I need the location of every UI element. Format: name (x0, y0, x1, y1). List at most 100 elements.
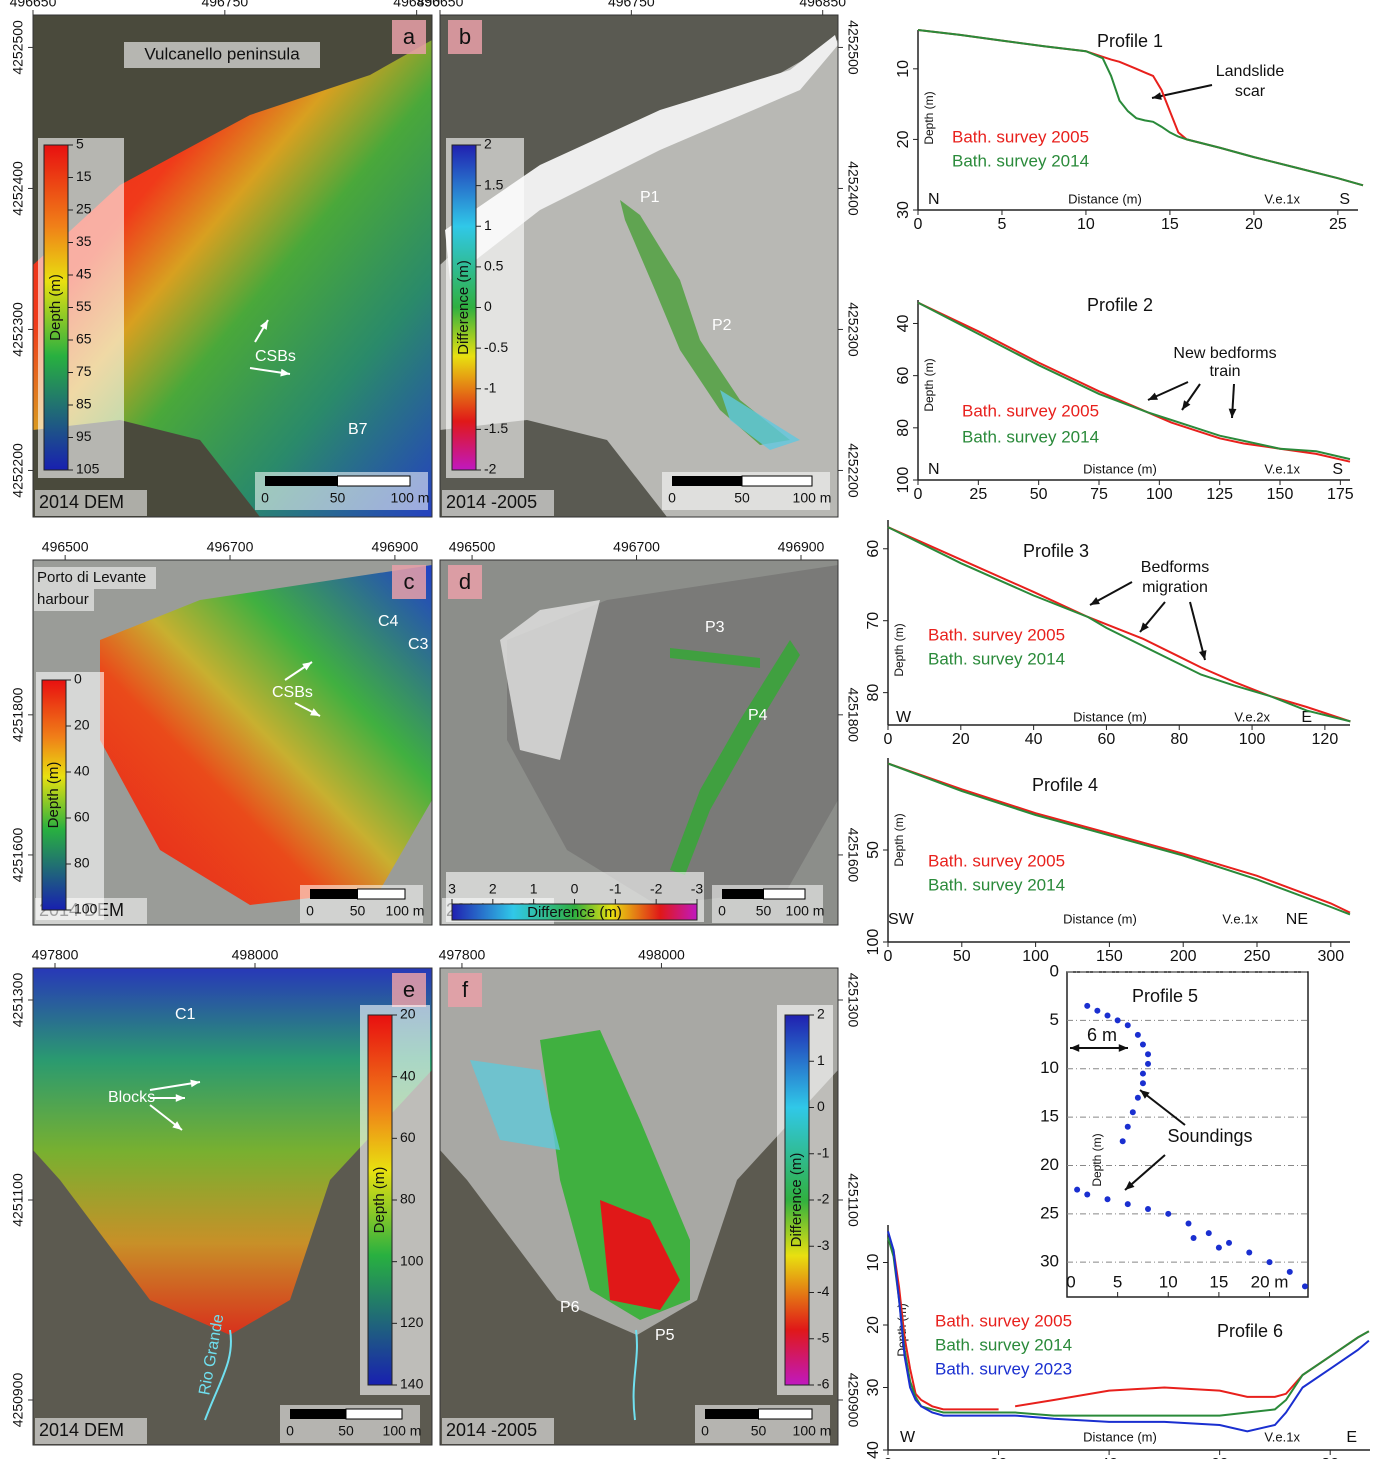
colorbar-tick-label: -1 (609, 881, 622, 897)
colorbar-tick-label: -2 (817, 1191, 830, 1207)
map-label: Blocks (108, 1089, 155, 1106)
chart-title: Profile 3 (1023, 541, 1089, 561)
colorbar-tick-label: 140 (400, 1376, 424, 1392)
colorbar-tick-label: -1 (484, 379, 497, 395)
direction-label: S (1339, 191, 1350, 208)
legend-entry: Bath. survey 2005 (928, 851, 1065, 870)
direction-label: S (1332, 461, 1343, 478)
sounding (1105, 1013, 1111, 1019)
map-label: B7 (348, 421, 368, 438)
colorbar-tick-label: 45 (76, 266, 92, 282)
legend-entry: Bath. survey 2014 (962, 427, 1099, 446)
scale-bar-label: 100 m (793, 1423, 832, 1439)
y-tick-label: 4251300 (845, 973, 861, 1028)
colorbar-tick-label: -5 (817, 1329, 830, 1345)
y-tick-label: 0 (1050, 961, 1059, 980)
colorbar-tick-label: 3 (448, 881, 456, 897)
colorbar-tick-label: 15 (76, 168, 92, 184)
scale-bar-label: 0 (261, 490, 269, 506)
panel-letter: d (459, 569, 471, 594)
colorbar-tick-label: 60 (400, 1129, 416, 1145)
sounding (1125, 1124, 1131, 1130)
scale-bar-white (338, 476, 411, 486)
x-tick-label: 100 (1146, 486, 1173, 503)
colorbar-tick-label: 25 (76, 201, 92, 217)
map-label: P3 (705, 619, 725, 636)
sounding (1135, 1095, 1141, 1101)
panel-letter: c (404, 569, 415, 594)
x-tick-label: 498000 (232, 947, 279, 963)
profile-line (888, 527, 1350, 721)
y-tick-label: 60 (895, 367, 912, 385)
sounding (1145, 1061, 1151, 1067)
annotation: migration (1142, 579, 1208, 596)
colorbar-tick-label: 85 (76, 396, 92, 412)
scale-bar-label: 50 (338, 1423, 354, 1439)
y-tick-label: 4251100 (10, 1173, 26, 1227)
x-tick-label: 100 (1022, 948, 1049, 965)
colorbar-tick-label: -3 (817, 1237, 830, 1253)
y-tick-label: 10 (895, 60, 912, 78)
x-tick-label: 20 m (1251, 1272, 1289, 1291)
direction-label: E (1346, 1429, 1357, 1446)
arrow-head (1182, 400, 1190, 410)
y-tick-label: 50 (865, 841, 882, 859)
x-axis-label: Distance (m) (1083, 1429, 1157, 1444)
legend-entry: Bath. survey 2014 (928, 875, 1065, 894)
colorbar-tick-label: 40 (74, 763, 90, 779)
y-axis-label: Depth (m) (892, 623, 906, 676)
x-tick-label: 250 (1244, 948, 1271, 965)
colorbar-title: Depth (m) (45, 762, 62, 829)
scale-bar-label: 100 m (391, 490, 430, 506)
figure: 4966504967504968504252500425240042523004… (0, 0, 1386, 1459)
sounding (1302, 1283, 1308, 1289)
colorbar-tick-label: 0 (74, 671, 82, 687)
x-tick-label: 496700 (613, 539, 660, 555)
x-tick-label: 125 (1206, 486, 1233, 503)
colorbar-title: Difference (m) (788, 1153, 805, 1248)
caption: 2014 DEM (39, 492, 124, 512)
colorbar-tick-label: 60 (74, 809, 90, 825)
colorbar-tick-label: -1 (817, 1144, 830, 1160)
sounding (1216, 1245, 1222, 1251)
sounding (1165, 1211, 1171, 1217)
y-tick-label: 20 (895, 130, 912, 148)
scale-bar-label: 0 (701, 1423, 709, 1439)
y-tick-label: 30 (895, 201, 912, 219)
y-tick-label: 4250900 (10, 1373, 26, 1428)
x-tick-label: 0 (884, 731, 893, 748)
panel-letter: e (403, 977, 415, 1002)
x-tick-label: 0 (1066, 1272, 1075, 1291)
x-tick-label: 0 (914, 486, 923, 503)
y-tick-label: 25 (1040, 1203, 1059, 1222)
legend-entry: Bath. survey 2014 (952, 151, 1089, 170)
x-tick-label: 496850 (799, 0, 846, 10)
x-tick-label: 50 (953, 948, 971, 965)
legend-entry: Bath. survey 2005 (935, 1311, 1072, 1330)
scale-bar-label: 0 (668, 490, 676, 506)
y-axis-label: Depth (m) (1090, 1133, 1104, 1186)
y-tick-label: 4251600 (10, 827, 26, 882)
map-label: P1 (640, 189, 660, 206)
colorbar-tick-label: 0.5 (484, 258, 504, 274)
scale-bar-black (672, 476, 742, 486)
sounding (1191, 1235, 1197, 1241)
arrow-head (1152, 92, 1162, 100)
colorbar-tick-label: 20 (400, 1006, 416, 1022)
colorbar-tick-label: -3 (691, 881, 704, 897)
y-tick-label: 4252300 (10, 302, 26, 357)
arrow-head (1229, 409, 1237, 418)
sounding (1135, 1032, 1141, 1038)
map-label: P2 (712, 317, 732, 334)
exaggeration-label: V.e.1x (1222, 911, 1258, 926)
x-tick-label: 150 (1096, 948, 1123, 965)
scale-bar-white (759, 1409, 813, 1419)
y-tick-label: 40 (865, 1441, 882, 1459)
x-axis-label: Distance (m) (1068, 191, 1142, 206)
colorbar-tick-label: 0 (817, 1098, 825, 1114)
y-tick-label: 4251300 (10, 973, 26, 1028)
x-tick-label: 200 (1170, 948, 1197, 965)
y-tick-label: 4251800 (10, 687, 26, 742)
caption: 2014 -2005 (446, 1420, 537, 1440)
sounding (1206, 1230, 1212, 1236)
